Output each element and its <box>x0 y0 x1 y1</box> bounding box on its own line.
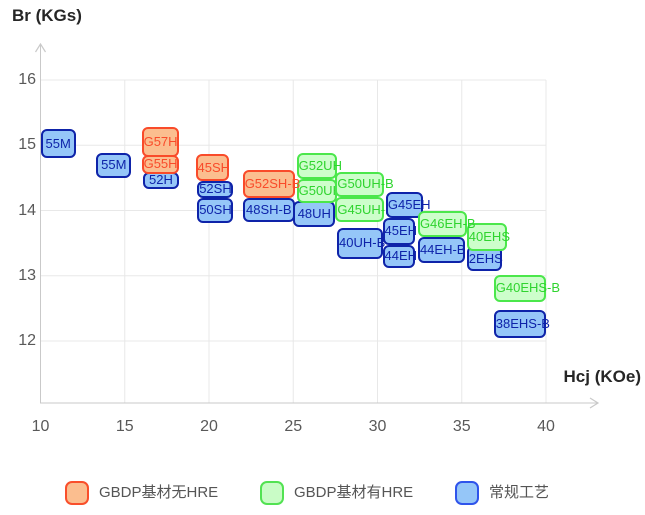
x-tick-label: 35 <box>452 418 471 435</box>
y-tick-label: 15 <box>18 136 36 154</box>
grade-box-G50UH[interactable]: G50UH <box>296 179 342 204</box>
grade-box-48UH[interactable]: 48UH <box>293 200 336 227</box>
legend-swatch-icon <box>455 481 479 505</box>
y-axis-title: Br (KGs) <box>12 6 82 25</box>
grade-box-G52UH[interactable]: G52UH <box>296 153 342 180</box>
grade-box-45SH[interactable]: 45SH <box>195 153 230 182</box>
legend-label: GBDP基材有HRE <box>294 484 414 501</box>
x-tick-label: 20 <box>200 418 218 435</box>
y-tick-label: 12 <box>18 332 36 349</box>
grade-box-44EH-B[interactable]: 44EH-B <box>417 237 465 264</box>
legend-item-1[interactable]: GBDP基材无HRE <box>65 481 218 505</box>
y-tick-label: 16 <box>18 71 36 88</box>
grade-box-G46EH-B[interactable]: G46EH-B <box>417 211 476 238</box>
grade-box-G55H[interactable]: G55H <box>141 155 179 174</box>
x-tick-label: 40 <box>537 418 555 435</box>
grade-box-G52SH-B[interactable]: G52SH-B <box>242 170 300 199</box>
grade-box-G50UH-B[interactable]: G50UH-B <box>335 172 394 197</box>
legend-label: 常规工艺 <box>489 484 550 501</box>
x-tick-label: 25 <box>284 418 303 435</box>
legend-swatch-icon <box>65 481 89 505</box>
grade-box-40EHS[interactable]: 40EHS <box>466 222 510 251</box>
grade-box-55M[interactable]: 55M <box>96 153 132 178</box>
grade-box-G45UH-B[interactable]: G45UH-B <box>335 196 394 223</box>
legend-item-2[interactable]: GBDP基材有HRE <box>260 481 413 505</box>
grade-box-55M[interactable]: 55M <box>40 128 76 159</box>
legend-item-3[interactable]: 常规工艺 <box>455 481 549 505</box>
y-axis-arrow-icon <box>34 42 47 53</box>
y-tick-label: 14 <box>18 201 36 219</box>
grade-box-45EH[interactable]: 45EH <box>382 218 417 246</box>
grade-box-52H[interactable]: 52H <box>143 172 179 189</box>
x-axis-arrow-icon <box>589 397 600 409</box>
grade-box-52SH[interactable]: 52SH <box>197 181 233 199</box>
x-tick-label: 30 <box>368 418 387 435</box>
grade-box-G40EHS-B[interactable]: G40EHS-B <box>493 275 560 302</box>
legend-label: GBDP基材无HRE <box>99 484 219 501</box>
y-tick-label: 13 <box>18 266 36 284</box>
grade-box-40UH-B[interactable]: 40UH-B <box>337 228 385 259</box>
grade-box-50SH[interactable]: 50SH <box>197 198 233 223</box>
grade-box-44EH[interactable]: 44EH <box>382 245 417 268</box>
x-tick-label: 15 <box>115 418 134 435</box>
legend-swatch-icon <box>260 481 284 505</box>
grade-box-38EHS-B[interactable]: 38EHS-B <box>493 310 550 339</box>
grade-box-G45EH[interactable]: G45EH <box>385 192 431 219</box>
grade-box-G57H[interactable]: G57H <box>141 126 179 157</box>
x-tick-label: 10 <box>31 418 50 435</box>
grade-box-48SH-B[interactable]: 48SH-B <box>242 198 295 223</box>
x-axis-title: Hcj (KOe) <box>563 367 641 386</box>
